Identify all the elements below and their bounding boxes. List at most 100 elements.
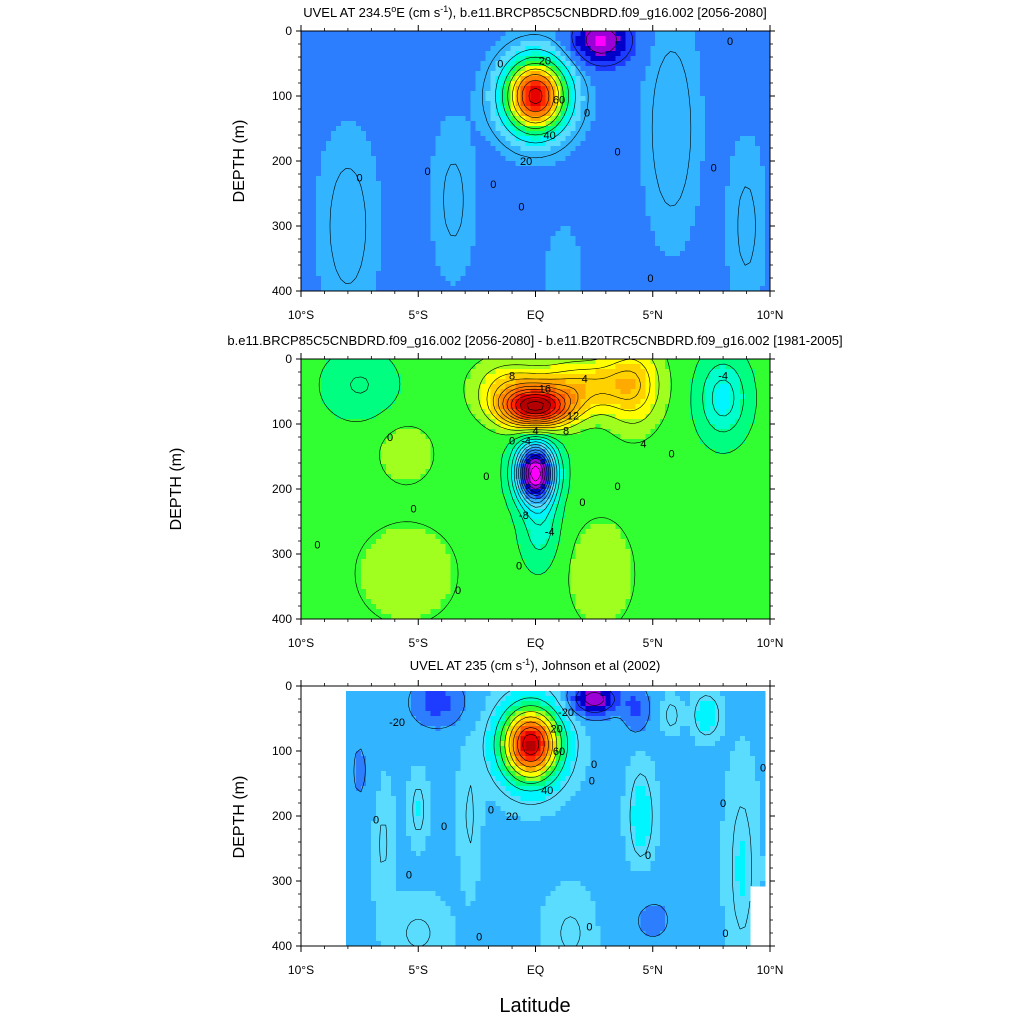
contour-cell — [400, 126, 407, 132]
contour-cell — [750, 246, 756, 252]
contour-cell — [550, 71, 557, 77]
contour-cell — [535, 271, 542, 277]
contour-cell — [670, 276, 676, 282]
contour-cell — [700, 256, 706, 262]
contour-cell — [690, 271, 696, 277]
contour-cell — [390, 51, 397, 57]
contour-cell — [365, 261, 372, 267]
contour-cell — [435, 171, 442, 177]
contour-cell — [395, 196, 402, 202]
contour-cell — [365, 221, 372, 227]
contour-cell — [395, 181, 402, 187]
contour-cell — [695, 231, 701, 237]
contour-cell — [765, 141, 771, 147]
contour-cell — [335, 266, 342, 272]
contour-cell — [690, 121, 696, 127]
contour-cell — [355, 166, 362, 172]
contour-cell — [340, 91, 347, 97]
contour-cell — [540, 116, 547, 122]
contour-cell — [590, 236, 596, 242]
contour-cell — [400, 56, 407, 62]
contour-cell — [385, 231, 392, 237]
contour-cell — [585, 146, 591, 152]
contour-cell — [665, 36, 671, 42]
contour-cell — [765, 96, 771, 102]
contour-cell — [550, 186, 557, 192]
contour-cell — [340, 46, 347, 52]
contour-cell — [700, 151, 706, 157]
contour-cell — [335, 186, 342, 192]
contour-cell — [301, 166, 307, 172]
contour-cell — [550, 66, 557, 72]
contour-cell — [540, 56, 547, 62]
contour-cell — [380, 46, 387, 52]
contour-cell — [575, 276, 581, 282]
contour-cell — [375, 101, 382, 107]
contour-cell — [555, 151, 562, 157]
contour-cell — [390, 161, 397, 167]
contour-cell — [385, 246, 392, 252]
contour-cell — [570, 191, 577, 197]
contour-cell — [660, 231, 666, 237]
contour-cell — [435, 71, 442, 77]
contour-cell — [355, 41, 362, 47]
contour-cell — [445, 206, 452, 212]
contour-cell — [505, 106, 512, 112]
contour-cell — [700, 111, 706, 117]
contour-cell — [425, 176, 432, 182]
contour-cell — [595, 156, 601, 162]
contour-cell — [360, 271, 367, 277]
contour-cell — [560, 261, 567, 267]
contour-cell — [510, 176, 517, 182]
contour-cell — [725, 46, 731, 52]
contour-cell — [580, 136, 586, 142]
contour-cell — [425, 131, 432, 137]
contour-cell — [490, 186, 497, 192]
contour-cell — [765, 226, 771, 232]
contour-cell — [301, 106, 307, 112]
contour-cell — [380, 101, 387, 107]
contour-cell — [360, 46, 367, 52]
contour-cell — [355, 261, 362, 267]
contour-cell — [355, 281, 362, 287]
contour-cell — [475, 141, 482, 147]
contour-cell — [365, 211, 372, 217]
contour-cell — [420, 231, 427, 237]
contour-cell — [755, 256, 761, 262]
contour-cell — [350, 141, 357, 147]
contour-cell — [445, 141, 452, 147]
contour-cell — [355, 71, 362, 77]
contour-cell — [590, 56, 596, 62]
contour-cell — [615, 111, 621, 117]
contour-cell — [550, 86, 557, 92]
contour-cell — [675, 236, 681, 242]
contour-cell — [620, 201, 626, 207]
contour-cell — [580, 76, 586, 82]
contour-cell — [725, 76, 731, 82]
contour-cell — [460, 176, 467, 182]
contour-cell — [420, 111, 427, 117]
contour-cell — [745, 166, 751, 172]
contour-cell — [505, 41, 512, 47]
contour-cell — [650, 241, 656, 247]
contour-cell — [565, 136, 572, 142]
contour-cell — [645, 91, 651, 97]
contour-cell — [455, 171, 462, 177]
contour-cell — [465, 186, 472, 192]
contour-cell — [670, 141, 676, 147]
contour-cell — [525, 176, 532, 182]
contour-cell — [470, 186, 477, 192]
contour-cell — [600, 151, 606, 157]
contour-cell — [665, 231, 671, 237]
contour-cell — [595, 116, 601, 122]
contour-cell — [585, 76, 591, 82]
contour-cell — [510, 216, 517, 222]
contour-cell — [640, 241, 646, 247]
contour-cell — [670, 76, 676, 82]
contour-cell — [460, 91, 467, 97]
contour-cell — [570, 116, 577, 122]
contour-cell — [420, 236, 427, 242]
contour-cell — [615, 261, 621, 267]
contour-cell — [615, 141, 621, 147]
contour-cell — [400, 231, 407, 237]
